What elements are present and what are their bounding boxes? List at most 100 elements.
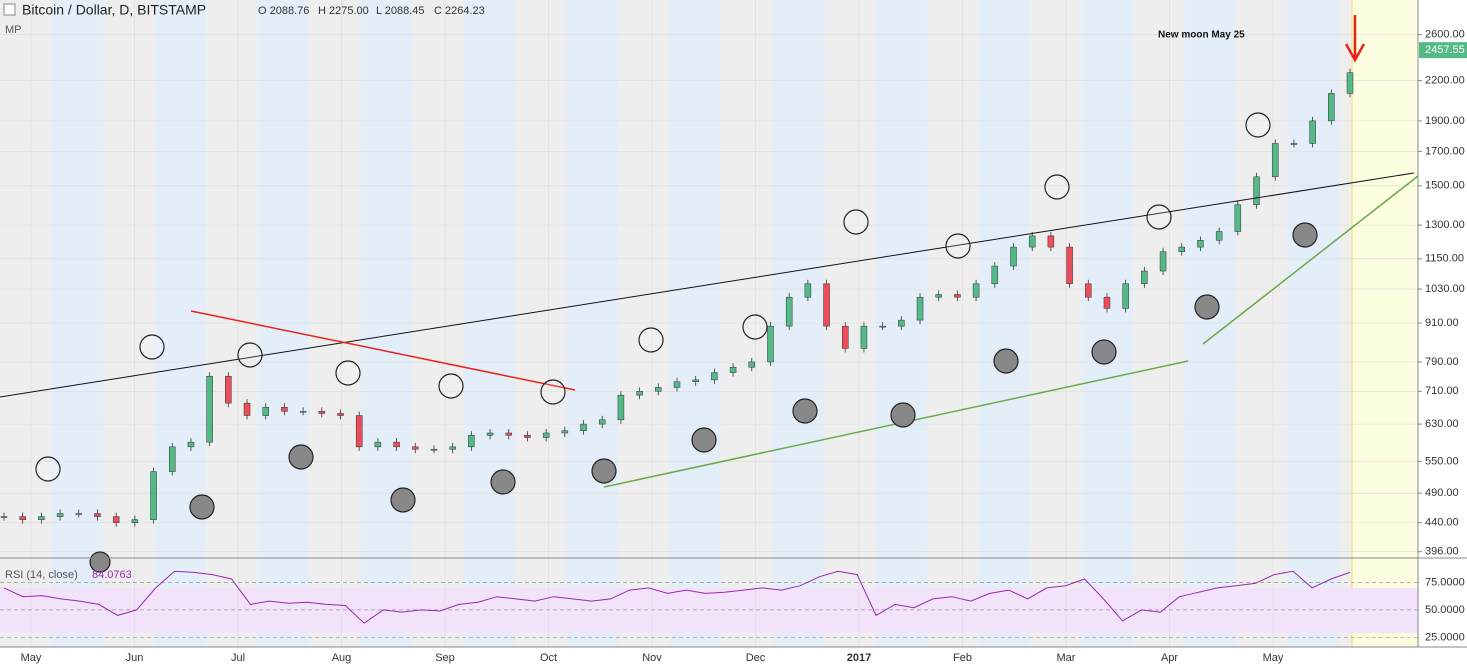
y-tick-label: 440.00 (1425, 517, 1459, 529)
background (0, 0, 1352, 647)
y-tick-label: 1900.00 (1425, 115, 1465, 127)
y-tick-label: 1300.00 (1425, 219, 1465, 231)
candle-body (1085, 283, 1092, 298)
stripe (978, 0, 1030, 647)
x-tick-label: May (1263, 652, 1284, 664)
candle-body (1122, 283, 1129, 309)
y-tick-label: 710.00 (1425, 385, 1459, 397)
x-tick-label: Dec (746, 652, 766, 664)
y-tick-label: 630.00 (1425, 418, 1459, 430)
candle-body (823, 283, 830, 327)
collapse-button[interactable] (3, 3, 16, 16)
x-tick-label: Sep (435, 652, 455, 664)
candle-body (598, 419, 606, 425)
candle-body (19, 516, 26, 520)
candle-body (617, 394, 625, 421)
last-price-label: 2457.55 (1425, 44, 1465, 56)
candle-body (1103, 296, 1111, 309)
stripe (1236, 0, 1288, 647)
candle-body (505, 432, 512, 436)
x-tick-label: 2017 (847, 652, 871, 664)
stripe (721, 0, 773, 647)
stripe (463, 0, 515, 647)
y-tick-label: 396.00 (1425, 546, 1459, 558)
candle-body (1047, 235, 1055, 248)
ohlc-open: O 2088.76 (258, 5, 309, 17)
candle-body (1197, 240, 1204, 248)
candle-body (767, 325, 774, 363)
y-tick-label: 2200.00 (1425, 74, 1465, 86)
candle-body (38, 516, 45, 520)
symbol-title: Bitcoin / Dollar, D, BITSTAMP (22, 2, 206, 18)
y-tick-label: 1500.00 (1425, 180, 1465, 192)
candle-body (1234, 204, 1242, 232)
rsi-value: 84.0763 (92, 569, 132, 581)
x-tick-label: Nov (642, 652, 662, 664)
stripe (824, 0, 876, 647)
stripe (360, 0, 412, 647)
candle-body (729, 366, 737, 373)
stripe (566, 0, 618, 647)
candle-body (262, 406, 269, 416)
x-tick-label: Jul (231, 652, 245, 664)
candle-body (561, 430, 569, 434)
y-tick-label: 550.00 (1425, 455, 1459, 467)
ohlc-close: C 2264.23 (434, 5, 485, 17)
candle-body (75, 513, 83, 515)
rsi-title: RSI (14, close) (5, 569, 78, 581)
rsi-band (0, 588, 1418, 633)
candle-body (785, 296, 793, 327)
candle-body (225, 375, 232, 404)
y-tick-label: 75.0000 (1425, 576, 1465, 588)
trend-line (190, 310, 576, 391)
candle-body (748, 361, 756, 368)
candle-body (916, 296, 924, 321)
candle-body (898, 319, 905, 327)
candle-body (169, 446, 176, 472)
candle-body (299, 411, 307, 413)
x-tick-label: Jun (126, 652, 144, 664)
stripe (309, 0, 361, 647)
stripe (515, 0, 567, 647)
candle-body (524, 435, 531, 438)
y-tick-label: 2600.00 (1425, 29, 1465, 41)
candle-body (580, 423, 587, 431)
candle-body (374, 441, 382, 448)
y-tick-label: 1150.00 (1425, 253, 1464, 265)
x-tick-label: Oct (540, 652, 557, 664)
stripe (412, 0, 464, 647)
arrow (1344, 15, 1366, 63)
candle-body (131, 519, 139, 523)
candle-body (449, 446, 456, 450)
ohlc-high: H 2275.00 (318, 5, 369, 17)
candle-body (1159, 251, 1167, 272)
candle-body (711, 372, 718, 381)
full-moons (35, 112, 1271, 482)
candle-body (486, 432, 494, 436)
candle-body (94, 513, 101, 517)
candle-body (1141, 270, 1148, 285)
stripe (1339, 0, 1352, 647)
ohlc-low: L 2088.45 (376, 5, 425, 17)
rsi-line (3, 570, 1351, 624)
stripe (154, 0, 206, 647)
candle-body (673, 381, 681, 388)
trend-line (1202, 175, 1419, 345)
candle-body (1215, 231, 1223, 241)
stripe (1030, 0, 1082, 647)
candle-body (1328, 93, 1335, 122)
candle-body (56, 513, 64, 517)
candle-body (337, 413, 344, 416)
candle-body (150, 471, 157, 520)
candle-body (318, 411, 326, 414)
candle-body (281, 406, 288, 412)
stripe (0, 0, 52, 647)
candle-body (412, 446, 419, 450)
indicator-label: MP (5, 24, 22, 36)
marks (0, 68, 1354, 624)
annotation: New moon May 25 (1158, 30, 1245, 41)
drawings (0, 15, 1419, 573)
candle-body (430, 448, 438, 451)
candle-body (112, 516, 120, 523)
